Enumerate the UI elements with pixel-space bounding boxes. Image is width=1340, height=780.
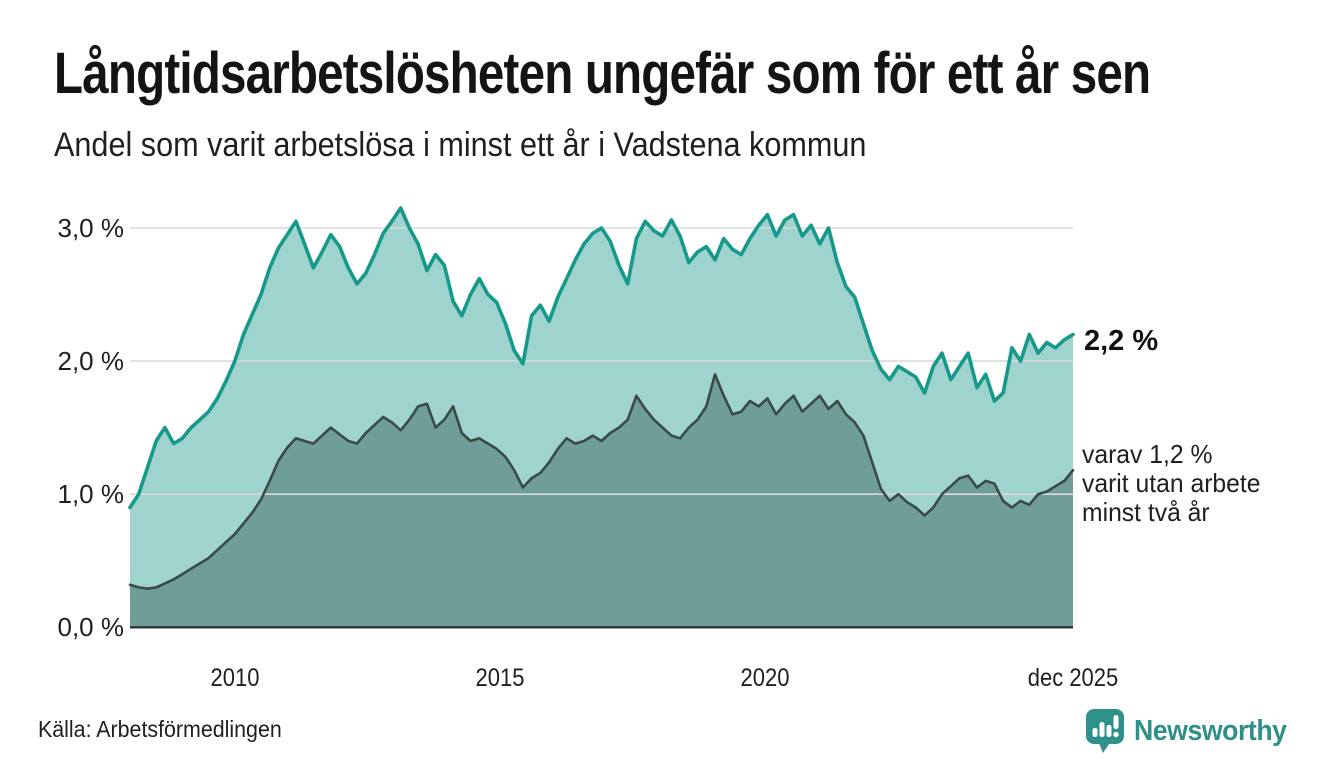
x-tick-2015: 2015 <box>475 664 525 692</box>
two-plus-years-annotation: varav 1,2 % varit utan arbete minst två … <box>1082 439 1261 527</box>
y-tick-1: 1,0 % <box>57 479 125 509</box>
y-tick-0: 0,0 % <box>57 612 125 642</box>
x-tick-2020: 2020 <box>740 664 790 692</box>
line-total-unemployed <box>128 206 1075 510</box>
source-attribution: Källa: Arbetsförmedlingen <box>38 716 282 742</box>
chart-subtitle: Andel som varit arbetslösa i minst ett å… <box>54 126 867 164</box>
brand-name: Newsworthy <box>1134 714 1287 747</box>
newsworthy-icon <box>1086 709 1125 753</box>
page-title: Långtidsarbetslösheten ungefär som för e… <box>54 41 1151 106</box>
area-two-plus-years <box>130 374 1073 628</box>
x-tick-dec-2025: dec 2025 <box>1027 664 1119 692</box>
current-value-label: 2,2 % <box>1084 325 1159 357</box>
brand-logo: Newsworthy <box>1085 708 1300 754</box>
line-two-plus-years <box>128 373 1075 590</box>
x-tick-2010: 2010 <box>210 664 260 692</box>
y-tick-3: 3,0 % <box>57 213 125 243</box>
y-tick-2: 2,0 % <box>57 346 125 376</box>
